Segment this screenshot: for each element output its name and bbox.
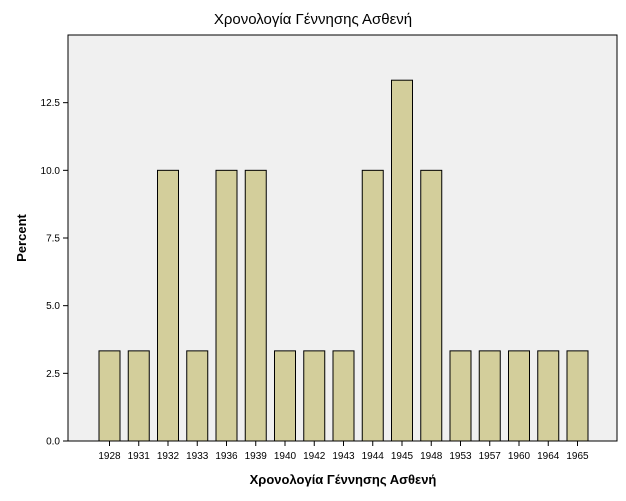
x-tick-label: 1928 [98, 451, 121, 462]
x-tick-label: 1940 [274, 451, 297, 462]
x-axis-label: Χρονολογία Γέννησης Ασθενή [250, 472, 437, 487]
bar-1965 [566, 350, 589, 442]
bar-1928 [98, 350, 121, 442]
y-tick-label: 2.5 [46, 369, 60, 380]
chart-title: Χρονολογία Γέννησης Ασθενή [213, 11, 413, 28]
bar-1944 [361, 169, 384, 442]
x-tick-label: 1944 [362, 451, 385, 462]
bar-1933 [186, 350, 209, 442]
x-tick-label: 1943 [332, 451, 355, 462]
y-tick-label: 12.5 [41, 98, 61, 109]
bar-1936 [215, 169, 238, 442]
bar-1948 [420, 169, 443, 442]
x-tick-label: 1939 [245, 451, 268, 462]
bar-1931 [127, 350, 150, 442]
bar-1942 [303, 350, 326, 442]
bar-1964 [537, 350, 560, 442]
x-tick-label: 1960 [508, 451, 531, 462]
x-tick-label: 1933 [186, 451, 209, 462]
x-tick-label: 1957 [479, 451, 502, 462]
bar-1960 [508, 350, 530, 442]
x-tick-label: 1945 [391, 451, 414, 462]
x-tick-label: 1942 [303, 451, 326, 462]
x-tick-label: 1953 [449, 451, 472, 462]
x-tick-label: 1948 [420, 451, 443, 462]
bar-1953 [449, 350, 472, 442]
y-tick-label: 10.0 [41, 166, 61, 177]
x-tick-label: 1932 [157, 451, 180, 462]
y-tick-label: 7.5 [46, 234, 60, 245]
bar-1943 [332, 350, 355, 442]
bar-1940 [274, 350, 296, 442]
x-tick-label: 1936 [215, 451, 238, 462]
x-tick-label: 1965 [566, 451, 589, 462]
x-tick-label: 1931 [128, 451, 151, 462]
bar-1945 [391, 79, 413, 442]
y-axis-label: Percent [14, 213, 29, 261]
y-tick-label: 5.0 [46, 301, 60, 312]
y-tick-label: 0.0 [46, 437, 60, 448]
bar-1957 [478, 350, 501, 442]
bar-1932 [157, 169, 179, 442]
x-tick-label: 1964 [537, 451, 560, 462]
bar-1939 [244, 169, 267, 442]
